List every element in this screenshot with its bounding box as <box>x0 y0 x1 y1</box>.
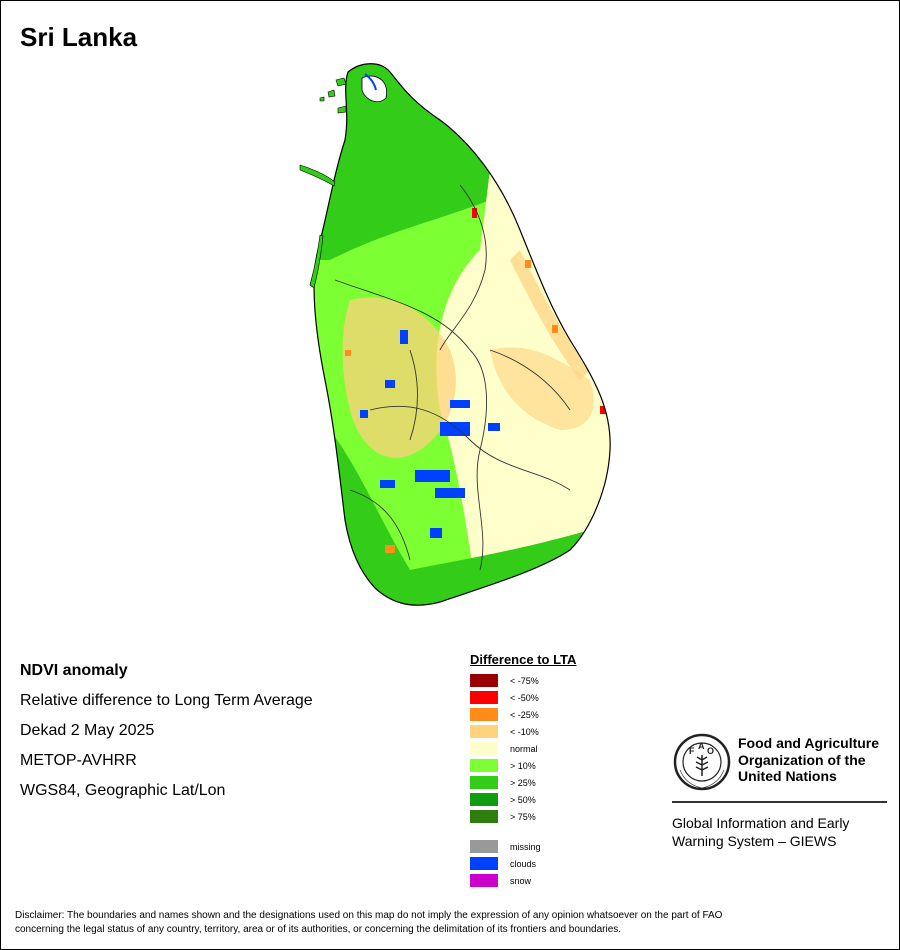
legend-item: > 75% <box>470 808 576 825</box>
legend-label: clouds <box>510 858 537 869</box>
legend-swatch <box>470 674 498 687</box>
legend-swatch <box>470 759 498 772</box>
info-line-4: WGS84, Geographic Lat/Lon <box>20 782 226 799</box>
east-dry-patch <box>490 347 594 430</box>
legend-label: normal <box>510 743 538 754</box>
legend: Difference to LTA < -75% < -50% < -25% <… <box>470 652 576 889</box>
mannar-island <box>299 164 336 187</box>
legend-item: > 25% <box>470 774 576 791</box>
legend-title: Difference to LTA <box>470 652 577 667</box>
giews-line-1: Global Information and Early <box>672 815 850 831</box>
legend-label: > 75% <box>510 811 536 822</box>
legend-swatch <box>470 742 498 755</box>
legend-label: < -75% <box>510 675 539 686</box>
legend-label: < -50% <box>510 692 539 703</box>
fao-name: Food and Agriculture Organization of the… <box>738 735 898 785</box>
legend-label: snow <box>510 875 532 886</box>
jaffna-lagoon <box>361 73 388 103</box>
info-heading: NDVI anomaly <box>20 662 128 679</box>
disclaimer-line-1: Disclaimer: The boundaries and names sho… <box>15 910 723 921</box>
legend-swatch <box>470 691 498 704</box>
legend-label: < -10% <box>510 726 539 737</box>
legend-swatch <box>470 776 498 789</box>
east-coast-dry-strip <box>510 250 590 380</box>
anomaly-spots <box>345 208 608 553</box>
fao-name-line-1: Food and Agriculture <box>738 735 880 751</box>
svg-text:A: A <box>698 741 705 751</box>
disclaimer: Disclaimer: The boundaries and names sho… <box>15 909 885 937</box>
legend-label: < -25% <box>510 709 539 720</box>
legend-swatch <box>470 793 498 806</box>
legend-swatch <box>470 708 498 721</box>
fao-name-line-2: Organization of the <box>738 751 866 768</box>
legend-item: < -50% <box>470 689 576 706</box>
ndvi-anomaly-map <box>299 63 611 606</box>
legend-item: normal <box>470 740 576 757</box>
legend-item: < -75% <box>470 672 576 689</box>
legend-swatch <box>470 840 498 853</box>
fao-divider <box>672 801 887 803</box>
district-boundaries <box>334 184 571 571</box>
legend-label: > 25% <box>510 777 536 788</box>
fao-name-line-3: United Nations <box>738 768 837 784</box>
cloud-patches <box>360 330 500 538</box>
disclaimer-line-2: concerning the legal status of any count… <box>15 924 622 935</box>
legend-item: clouds <box>470 855 576 872</box>
legend-swatch <box>470 725 498 738</box>
legend-label: > 10% <box>510 760 536 771</box>
svg-text:F: F <box>689 746 695 756</box>
legend-item: < -10% <box>470 723 576 740</box>
central-dry-zone <box>342 297 456 458</box>
legend-item: > 50% <box>470 791 576 808</box>
info-line-1: Relative difference to Long Term Average <box>20 692 313 709</box>
map-title: Sri Lanka <box>20 22 138 52</box>
legend-swatch <box>470 874 498 887</box>
legend-label: missing <box>510 841 541 852</box>
legend-swatch <box>470 857 498 870</box>
legend-classes: < -75% < -50% < -25% < -10% normal > 10%… <box>470 672 576 825</box>
map-info: NDVI anomaly Relative difference to Long… <box>20 656 313 806</box>
info-line-2: Dekad 2 May 2025 <box>20 722 155 739</box>
svg-text:O: O <box>707 746 714 756</box>
legend-item: missing <box>470 838 576 855</box>
giews-line-2: Warning System – GIEWS <box>672 833 837 849</box>
giews-name: Global Information and Early Warning Sys… <box>672 814 888 850</box>
kalpitiya-peninsula <box>309 234 324 289</box>
legend-item: > 10% <box>470 757 576 774</box>
legend-item: < -25% <box>470 706 576 723</box>
fao-emblem-icon: F A O <box>673 733 731 791</box>
legend-extra: missing clouds snow <box>470 838 576 889</box>
northern-islands <box>319 77 347 114</box>
legend-label: > 50% <box>510 794 536 805</box>
legend-swatch <box>470 810 498 823</box>
legend-item: snow <box>470 872 576 889</box>
info-line-3: METOP-AVHRR <box>20 752 137 769</box>
